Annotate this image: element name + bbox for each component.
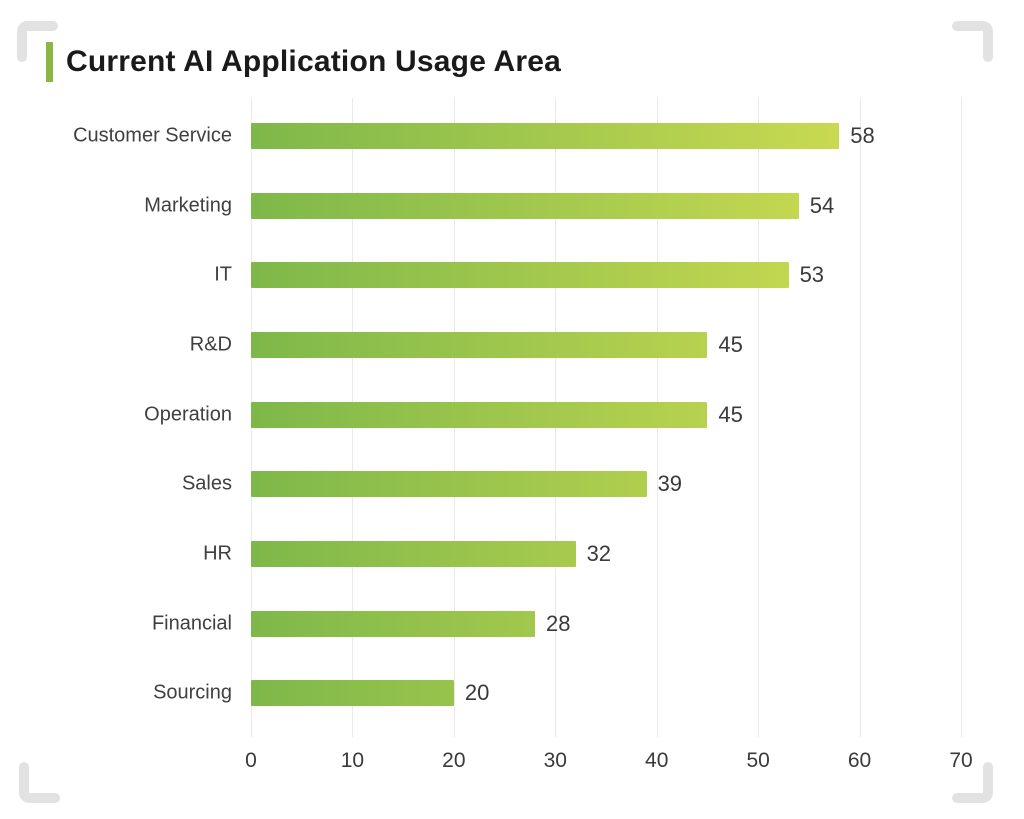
x-tick-label: 40 bbox=[645, 749, 669, 772]
frame-corner-top-left-icon bbox=[17, 21, 58, 62]
bar-row: Sales 39 bbox=[0, 449, 1024, 519]
category-label: Marketing bbox=[144, 194, 232, 217]
value-label: 58 bbox=[850, 122, 875, 148]
bar-row: Sourcing 20 bbox=[0, 659, 1024, 729]
bar bbox=[251, 401, 708, 428]
category-label: Sourcing bbox=[153, 681, 232, 704]
category-label: Sales bbox=[181, 472, 232, 495]
value-label: 53 bbox=[799, 262, 825, 288]
category-label: Operation bbox=[144, 403, 232, 426]
x-tick-label: 10 bbox=[340, 749, 365, 772]
x-tick-label: 70 bbox=[949, 749, 973, 772]
bar bbox=[251, 262, 789, 289]
gridline bbox=[859, 98, 861, 737]
value-label: 20 bbox=[464, 680, 490, 706]
bar-row: Operation 45 bbox=[0, 380, 1024, 450]
category-label: Customer Service bbox=[73, 124, 232, 147]
gridline bbox=[961, 98, 962, 737]
bar-rows: Customer Service 58 Marketing 54 IT 53 R&D 45 Op… bbox=[0, 101, 1024, 728]
x-tick-label: 50 bbox=[746, 749, 770, 772]
bar-row: Marketing 54 bbox=[0, 171, 1024, 241]
bar-row: HR 32 bbox=[0, 519, 1024, 589]
category-label: Financial bbox=[151, 612, 232, 635]
bar-row: R&D 45 bbox=[0, 310, 1024, 380]
bar bbox=[251, 680, 454, 707]
frame-corner-bottom-right-icon bbox=[952, 762, 993, 803]
value-label: 45 bbox=[718, 331, 743, 357]
value-label: 32 bbox=[586, 540, 612, 566]
value-label: 45 bbox=[718, 401, 743, 427]
bar bbox=[251, 471, 647, 498]
value-label: 54 bbox=[809, 192, 835, 218]
bar-row: IT 53 bbox=[0, 240, 1024, 310]
bar bbox=[251, 192, 799, 219]
bar bbox=[251, 610, 535, 637]
bar bbox=[251, 540, 576, 567]
bar-row: Financial 28 bbox=[0, 589, 1024, 659]
x-tick-label: 20 bbox=[442, 749, 466, 772]
value-label: 28 bbox=[546, 610, 571, 636]
chart-title: Current AI Application Usage Area bbox=[66, 45, 562, 78]
category-label: HR bbox=[203, 542, 232, 565]
bar bbox=[251, 331, 708, 358]
chart-header: Current AI Application Usage Area bbox=[46, 42, 561, 82]
x-tick-label: 0 bbox=[245, 749, 257, 772]
title-accent-bar bbox=[46, 42, 53, 82]
frame-corner-top-right-icon bbox=[952, 21, 993, 62]
x-tick-label: 30 bbox=[543, 749, 567, 772]
bar bbox=[251, 122, 840, 149]
category-label: R&D bbox=[189, 333, 232, 356]
frame-corner-bottom-left-icon bbox=[19, 762, 60, 803]
x-tick-label: 60 bbox=[847, 749, 872, 772]
category-label: IT bbox=[214, 263, 232, 286]
gridline bbox=[758, 98, 760, 737]
value-label: 39 bbox=[657, 471, 683, 497]
bar-row: Customer Service 58 bbox=[0, 101, 1024, 171]
